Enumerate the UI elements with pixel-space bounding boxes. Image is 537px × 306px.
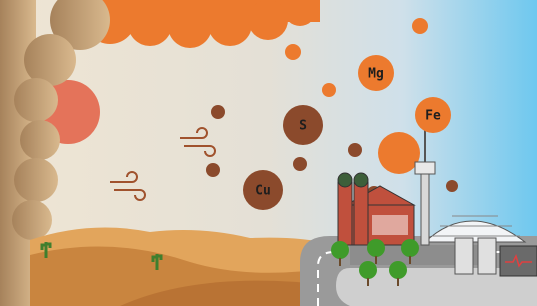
particle-mg: Mg [358,55,394,91]
particle-label: Fe [425,109,441,124]
particle-label: Cu [255,184,271,199]
particle-label: Mg [368,67,384,82]
particle-label: S [299,119,307,134]
page: {"particles": [{"label": "Mg"}, {"label"… [0,0,537,306]
particle-fe: Fe [415,97,451,133]
particle-s: S [283,105,323,145]
desert [30,228,330,306]
illustration: Mg Fe S Cu [0,0,537,306]
particle-cu: Cu [243,170,283,210]
